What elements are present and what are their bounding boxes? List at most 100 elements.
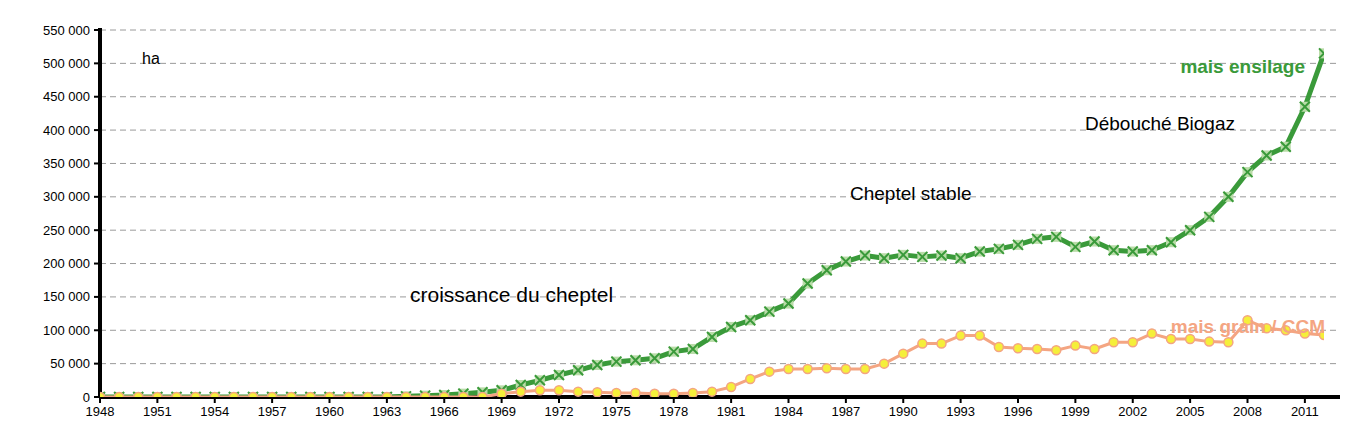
marker-bg [841, 257, 851, 267]
marker-bg [745, 315, 755, 325]
x-tick-label: 1999 [1061, 404, 1090, 419]
marker [1109, 245, 1119, 255]
grid-line [100, 263, 1340, 264]
marker [554, 370, 564, 380]
marker-bg [382, 392, 392, 397]
marker [153, 393, 162, 398]
marker-bg [1281, 142, 1291, 152]
marker-x [956, 253, 966, 263]
marker-x [133, 392, 143, 397]
marker [918, 339, 927, 348]
marker [688, 344, 698, 354]
marker-bg [860, 251, 870, 261]
marker-bg [879, 253, 889, 263]
marker [100, 392, 105, 397]
grid-line [100, 196, 1340, 197]
y-tick-label: 250 000 [43, 223, 90, 238]
marker [1128, 247, 1138, 257]
marker [631, 355, 641, 365]
marker-x [248, 392, 258, 397]
marker [898, 250, 908, 260]
marker [420, 391, 430, 397]
marker-bg [1204, 212, 1214, 222]
marker-bg [650, 353, 660, 363]
marker [555, 386, 564, 395]
marker [669, 347, 679, 357]
marker-bg [172, 392, 182, 397]
x-tick-label: 1954 [200, 404, 229, 419]
marker [593, 388, 602, 397]
marker [1262, 150, 1272, 160]
marker [1300, 102, 1310, 112]
marker-x [1147, 245, 1157, 255]
marker [286, 392, 296, 397]
marker [1281, 142, 1291, 152]
marker [745, 315, 755, 325]
x-tick-label: 2002 [1118, 404, 1147, 419]
marker [1204, 212, 1214, 222]
annotation: Débouché Biogaz [1085, 113, 1235, 134]
marker-bg [267, 392, 277, 397]
y-tick-label: 0 [83, 390, 90, 405]
x-tick-label: 1972 [545, 404, 574, 419]
marker [1243, 167, 1253, 177]
marker-x [100, 392, 105, 397]
marker [287, 393, 296, 398]
marker-x [841, 257, 851, 267]
marker [172, 392, 182, 397]
marker [440, 393, 449, 398]
marker [421, 393, 430, 398]
marker [803, 364, 812, 373]
marker [574, 387, 583, 396]
x-tick-label: 1948 [86, 404, 115, 419]
y-tick-label: 150 000 [43, 289, 90, 304]
series-label: mais grain / CCM [1171, 316, 1325, 337]
marker [899, 349, 908, 358]
y-tick-label: 50 000 [50, 356, 90, 371]
marker [707, 332, 717, 342]
marker-x [650, 353, 660, 363]
x-tick-label: 1984 [774, 404, 803, 419]
marker [956, 253, 966, 263]
marker-bg [898, 250, 908, 260]
marker [535, 375, 545, 385]
marker [325, 393, 334, 398]
marker-bg [1070, 242, 1080, 252]
marker [1013, 240, 1023, 250]
marker-bg [114, 392, 124, 397]
marker-bg [1185, 225, 1195, 235]
marker [975, 247, 985, 257]
marker [1033, 344, 1042, 353]
marker [535, 386, 544, 395]
y-tick-label: 450 000 [43, 89, 90, 104]
marker [822, 265, 832, 275]
marker-x [363, 392, 373, 397]
marker [726, 322, 736, 332]
marker-bg [764, 307, 774, 317]
marker [115, 393, 124, 398]
grid-line [100, 296, 1340, 297]
marker-x [726, 322, 736, 332]
marker-bg [726, 322, 736, 332]
marker [917, 252, 927, 262]
marker-x [669, 347, 679, 357]
marker-x [994, 244, 1004, 254]
marker-x [1281, 142, 1291, 152]
marker-x [784, 299, 794, 309]
marker-x [937, 251, 947, 261]
marker [229, 392, 239, 397]
marker-x [191, 392, 201, 397]
marker [727, 382, 736, 391]
marker [1052, 346, 1061, 355]
marker [305, 392, 315, 397]
marker-x [1204, 212, 1214, 222]
marker-bg [344, 392, 354, 397]
marker-bg [191, 392, 201, 397]
marker-x [1223, 192, 1233, 202]
marker-x [1032, 234, 1042, 244]
marker-bg [554, 370, 564, 380]
x-tick-label: 1951 [143, 404, 172, 419]
marker [1070, 242, 1080, 252]
x-tick-label: 1963 [372, 404, 401, 419]
y-label: ha [142, 50, 160, 67]
